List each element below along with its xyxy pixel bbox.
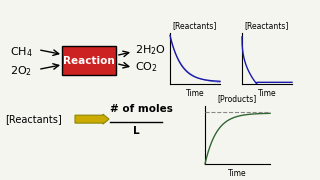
FancyBboxPatch shape [62, 46, 116, 75]
Text: L: L [133, 126, 139, 136]
Text: 2O$_2$: 2O$_2$ [10, 65, 32, 78]
Text: CH$_4$: CH$_4$ [10, 45, 33, 58]
Text: [Reactants]: [Reactants] [173, 21, 217, 30]
FancyArrow shape [75, 114, 109, 124]
Text: Time: Time [186, 89, 204, 98]
Text: [Reactants]: [Reactants] [5, 114, 62, 124]
Text: Time: Time [258, 89, 276, 98]
Text: [Reactants]: [Reactants] [245, 21, 289, 30]
Text: Reaction: Reaction [63, 56, 115, 66]
Text: Time: Time [228, 169, 247, 178]
Text: 2H$_2$O: 2H$_2$O [135, 43, 166, 57]
Text: [Products]: [Products] [218, 94, 257, 103]
Text: # of moles: # of moles [110, 104, 173, 114]
Text: CO$_2$: CO$_2$ [135, 61, 158, 74]
